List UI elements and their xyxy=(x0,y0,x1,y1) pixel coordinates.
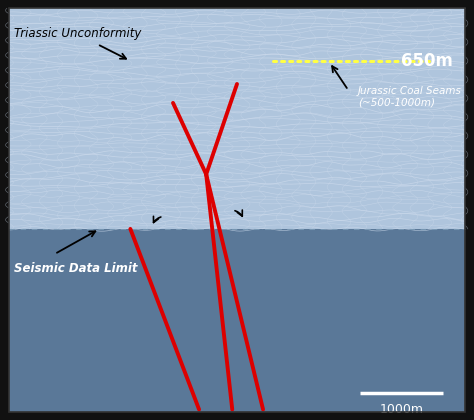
Text: Seismic Data Limit: Seismic Data Limit xyxy=(14,262,138,275)
Polygon shape xyxy=(9,8,465,229)
Text: Jurassic Coal Seams
(~500-1000m): Jurassic Coal Seams (~500-1000m) xyxy=(358,86,462,108)
Polygon shape xyxy=(9,229,465,412)
Text: 1000m: 1000m xyxy=(380,403,424,416)
Text: 650m: 650m xyxy=(401,52,453,70)
Text: Triassic Unconformity: Triassic Unconformity xyxy=(14,27,142,40)
